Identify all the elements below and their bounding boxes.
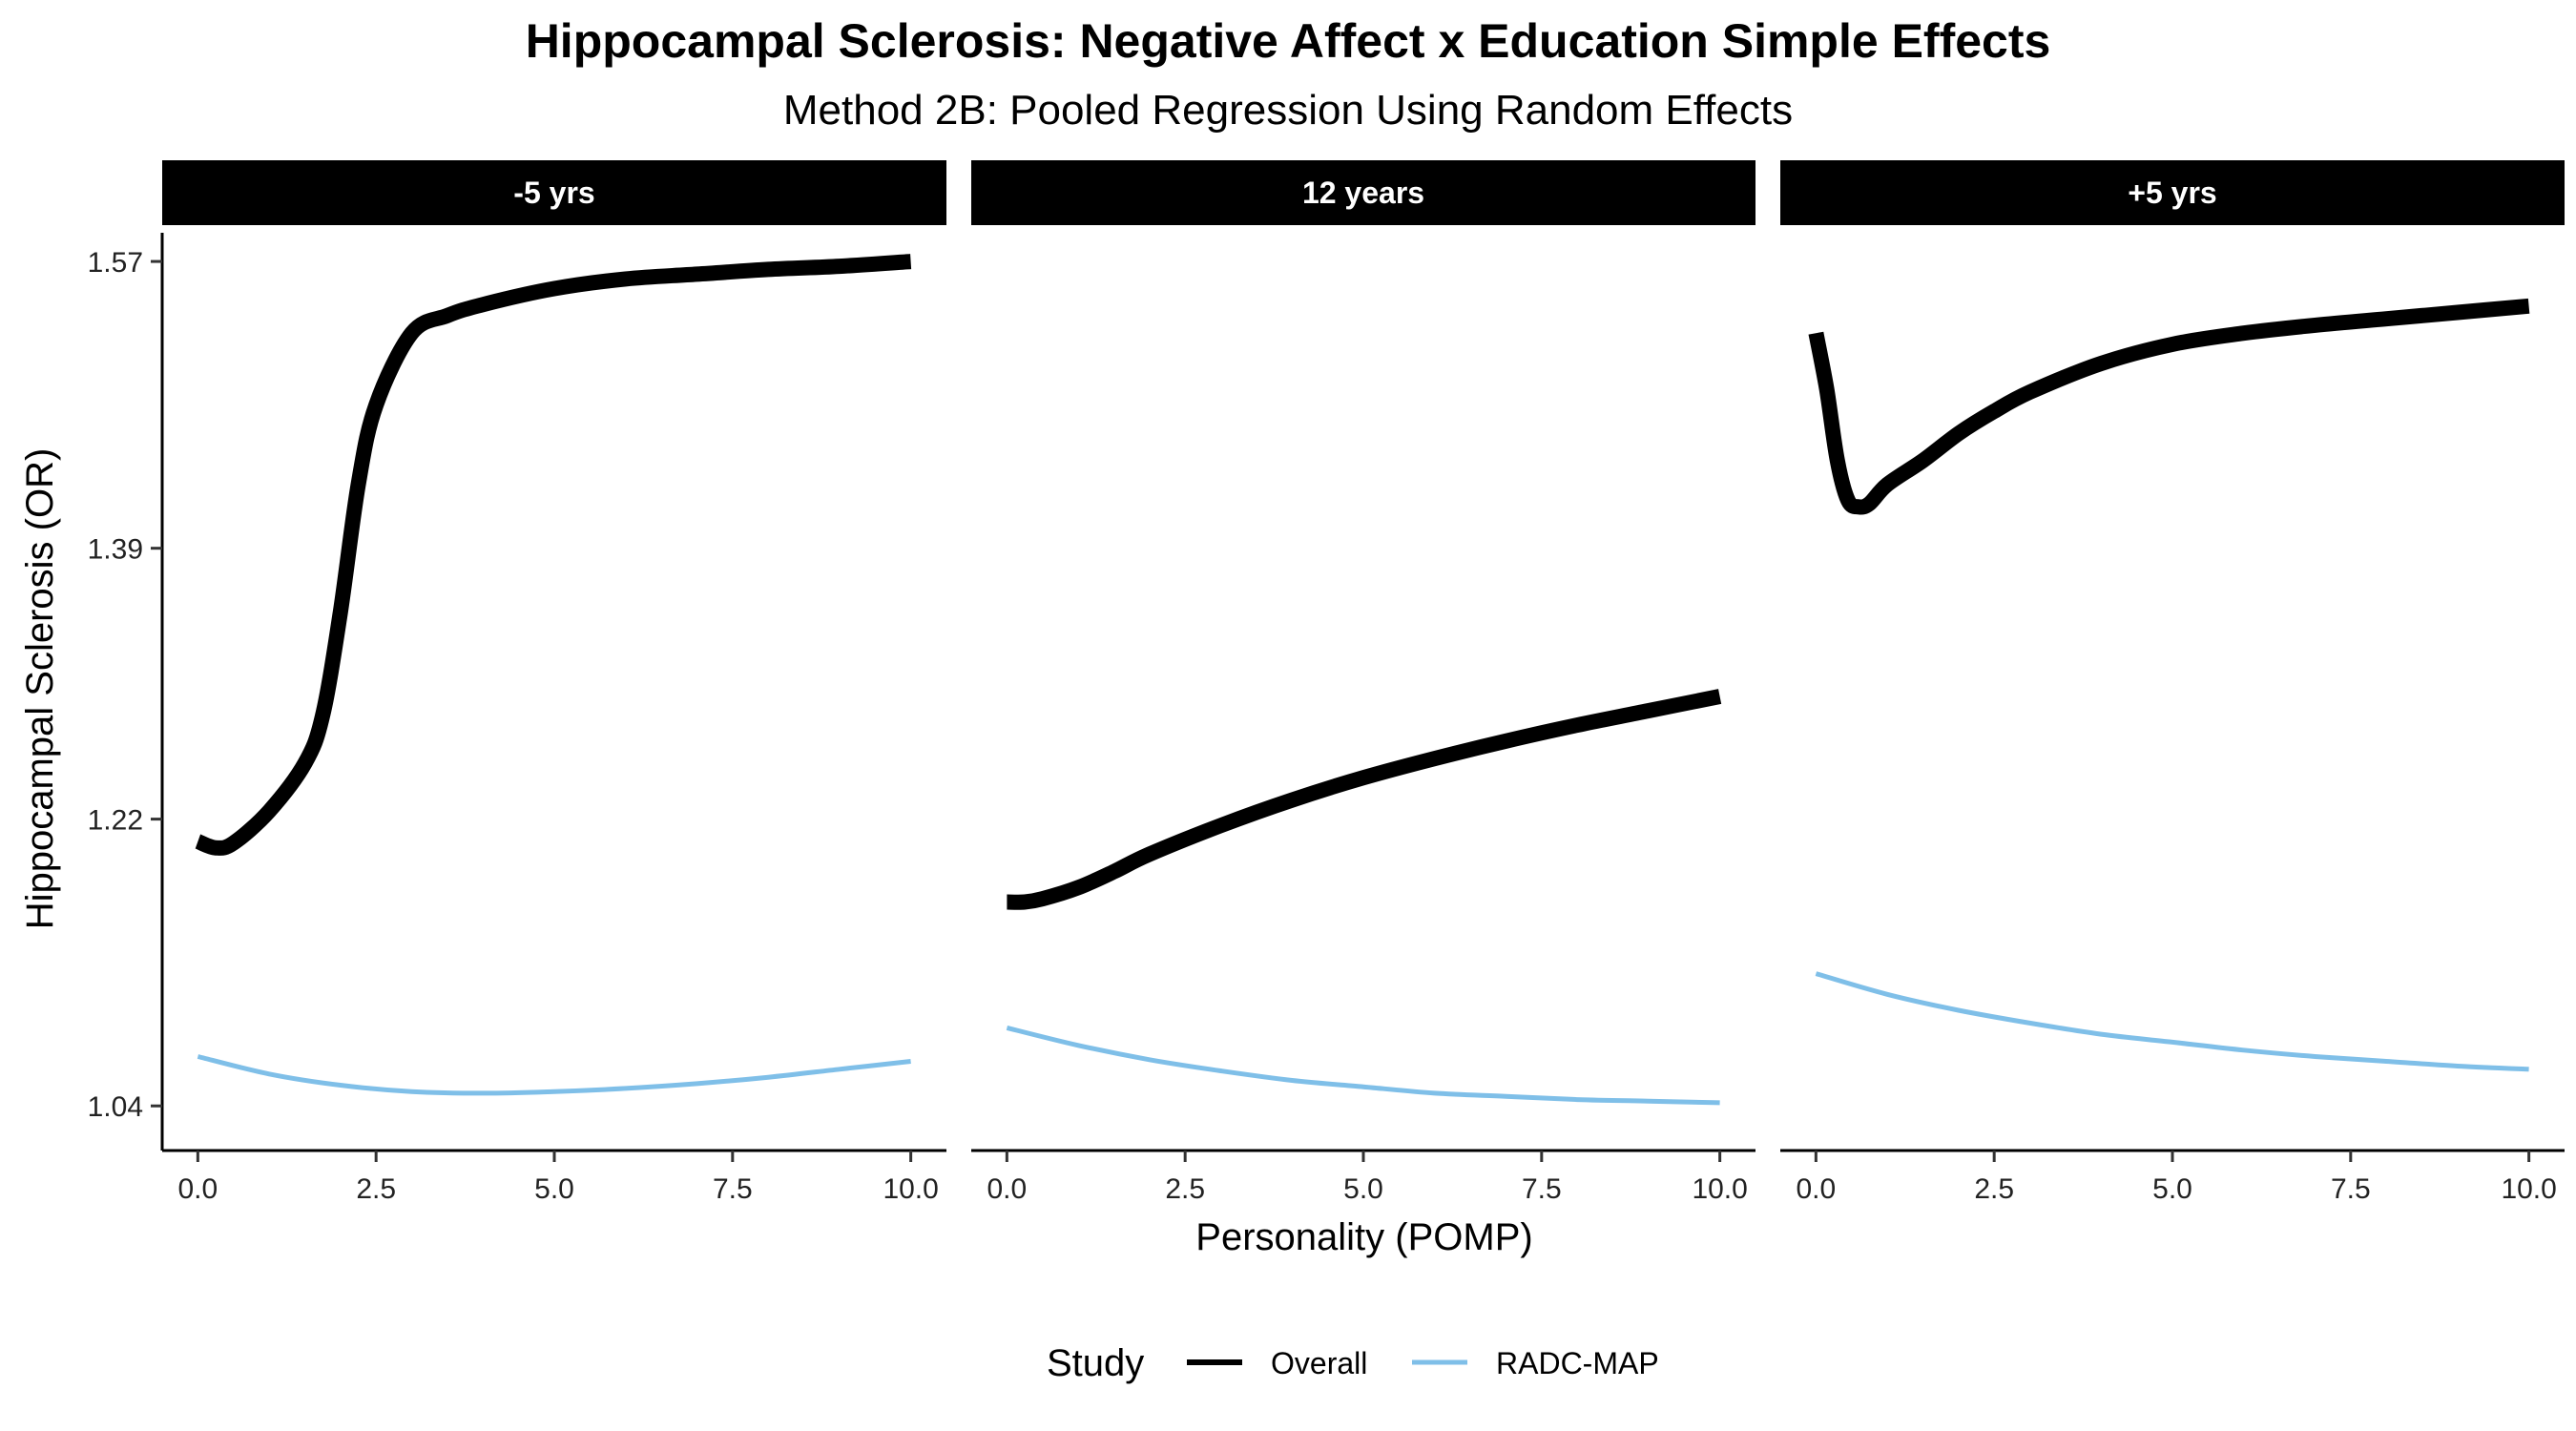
x-tick-label: 5.0 (2152, 1173, 2192, 1205)
y-axis-title: Hippocampal Sclerosis (OR) (19, 448, 61, 930)
series-line-radc-map (1006, 1025, 1720, 1106)
x-tick-label: 0.0 (178, 1173, 218, 1205)
y-tick-label: 1.22 (88, 805, 143, 837)
x-tick-label: 10.0 (2501, 1173, 2556, 1205)
legend-title: Study (1047, 1342, 1144, 1384)
x-tick-label: 7.5 (2331, 1173, 2371, 1205)
series-line-radc-map (197, 1054, 911, 1096)
x-axis-title: Personality (POMP) (1195, 1216, 1532, 1258)
x-tick-label: 2.5 (356, 1173, 396, 1205)
x-tick-label: 5.0 (1343, 1173, 1383, 1205)
series-line-overall (1808, 298, 2530, 515)
x-tick-label: 10.0 (883, 1173, 938, 1205)
panel-3: +5 yrs 0.0 2.5 5.0 7.5 10.0 (1780, 160, 2565, 1205)
panel-strip-label: +5 yrs (2128, 176, 2216, 210)
panel-strip (162, 160, 946, 225)
y-tick-label: 1.04 (88, 1091, 143, 1123)
legend: Study Overall RADC-MAP (1047, 1342, 1659, 1384)
x-tick-label: 2.5 (1974, 1173, 2014, 1205)
x-tick-label: 0.0 (1797, 1173, 1837, 1205)
x-tick-label: 7.5 (713, 1173, 753, 1205)
legend-label: RADC-MAP (1496, 1346, 1659, 1380)
panel-strip (971, 160, 1755, 225)
chart-subtitle: Method 2B: Pooled Regression Using Rando… (783, 87, 1793, 134)
series-line-overall (1007, 689, 1722, 910)
x-tick-label: 7.5 (1522, 1173, 1562, 1205)
panel-strip-label: 12 years (1302, 176, 1424, 210)
series-line-radc-map (1815, 971, 2529, 1072)
x-tick-label: 10.0 (1692, 1173, 1747, 1205)
x-tick-label: 2.5 (1165, 1173, 1205, 1205)
y-tick-label: 1.39 (88, 534, 143, 566)
y-tick-label: 1.57 (88, 247, 143, 279)
panel-strip (1780, 160, 2565, 225)
panel-1: -5 yrs 0.0 2.5 5.0 7.5 10.0 1.04 1.22 1.39 1.57 (88, 160, 946, 1205)
panel-strip-label: -5 yrs (513, 176, 594, 210)
panels: -5 yrs 0.0 2.5 5.0 7.5 10.0 1.04 1.22 1.39 1.57 12… (88, 160, 2565, 1205)
x-tick-label: 0.0 (987, 1173, 1028, 1205)
series-line-overall (195, 254, 912, 856)
legend-label: Overall (1271, 1346, 1367, 1380)
x-tick-label: 5.0 (534, 1173, 574, 1205)
chart-title: Hippocampal Sclerosis: Negative Affect x… (526, 14, 2051, 68)
panel-2: 12 years 0.0 2.5 5.0 7.5 10.0 (971, 160, 1755, 1205)
